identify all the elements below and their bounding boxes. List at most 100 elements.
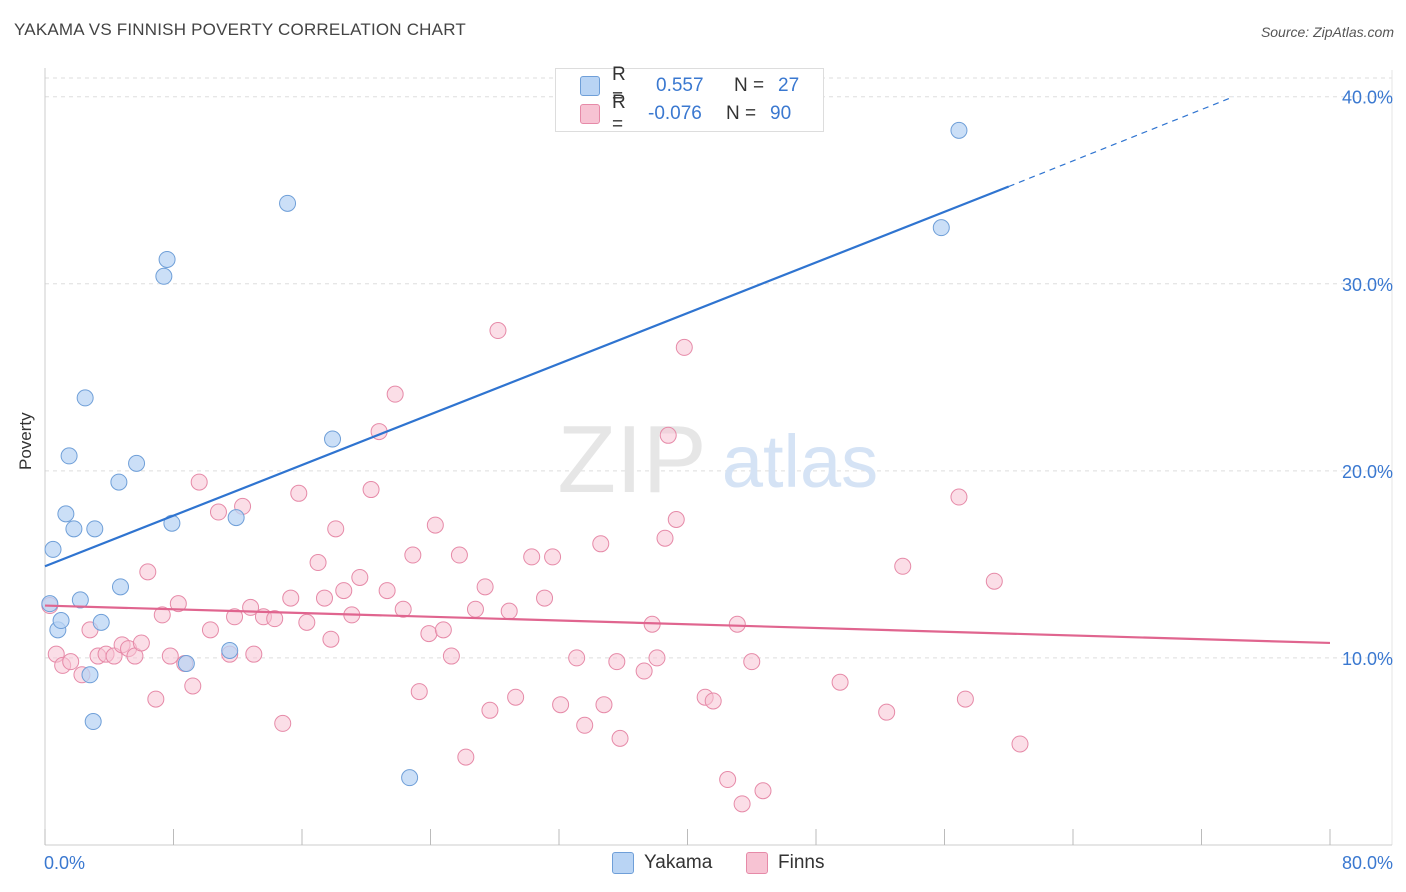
y-tick-label: 20.0%: [1342, 462, 1393, 482]
finns-point: [611, 729, 629, 747]
yakama-point: [128, 454, 146, 472]
yakama-point: [86, 520, 104, 538]
finns-point: [226, 608, 244, 626]
finns-point: [576, 716, 594, 734]
yakama-point: [44, 540, 62, 558]
finns-point: [878, 703, 896, 721]
yakama-point: [76, 389, 94, 407]
finns-points: [41, 322, 1029, 813]
legend-row-finns: R = -0.076 N = 90: [556, 92, 792, 135]
yakama-point: [110, 473, 128, 491]
finns-point: [420, 625, 438, 643]
y-tick-label: 10.0%: [1342, 649, 1393, 669]
finns-point: [985, 572, 1003, 590]
finns-point: [266, 610, 284, 628]
finns-point: [62, 653, 80, 671]
finns-point: [386, 385, 404, 403]
y-tick-label: 30.0%: [1342, 275, 1393, 295]
finns-point: [184, 677, 202, 695]
finns-point: [201, 621, 219, 639]
finns-point: [754, 782, 772, 800]
finns-point: [500, 602, 518, 620]
yakama-point: [950, 121, 968, 139]
finns-point: [592, 535, 610, 553]
finns-swatch: [746, 852, 768, 874]
finns-point: [139, 563, 157, 581]
finns-point: [507, 688, 525, 706]
tick-labels: 10.0% 20.0% 30.0% 40.0% 0.0% 80.0%: [44, 88, 1393, 873]
yakama-point: [92, 613, 110, 631]
yakama-point: [60, 447, 78, 465]
watermark-zip: ZIP: [557, 406, 706, 513]
finns-point: [659, 426, 677, 444]
finns-point: [442, 647, 460, 665]
finns-point: [466, 600, 484, 618]
finns-point: [209, 503, 227, 521]
finns-point: [552, 696, 570, 714]
r-value: 0.557: [656, 75, 704, 96]
finns-point: [161, 647, 179, 665]
legend-label-yakama: Yakama: [644, 852, 713, 873]
yakama-point: [81, 666, 99, 684]
yakama-point: [155, 267, 173, 285]
trend-lines: [44, 96, 1331, 645]
yakama-point: [57, 505, 75, 523]
watermark-atlas: atlas: [722, 420, 878, 503]
r-label: R =: [612, 92, 626, 135]
finns-point: [274, 714, 292, 732]
finns-swatch: [580, 104, 600, 124]
finns-point: [362, 481, 380, 499]
yakama-trend-extension: [1008, 96, 1234, 188]
finns-point: [450, 546, 468, 564]
finns-point: [457, 748, 475, 766]
gridlines: [45, 70, 1393, 845]
finns-point: [426, 516, 444, 534]
n-label: N =: [726, 103, 757, 124]
finns-point: [595, 696, 613, 714]
finns-point: [476, 578, 494, 596]
legend-label-finns: Finns: [778, 852, 825, 873]
finns-point: [608, 653, 626, 671]
finns-point: [831, 673, 849, 691]
yakama-point: [111, 578, 129, 596]
finns-point: [667, 510, 685, 528]
finns-point: [132, 634, 150, 652]
finns-point: [523, 548, 541, 566]
finns-point: [536, 589, 554, 607]
finns-point: [309, 554, 327, 572]
yakama-point: [324, 430, 342, 448]
finns-point: [322, 630, 340, 648]
finns-point: [950, 488, 968, 506]
finns-point: [648, 649, 666, 667]
finns-point: [568, 649, 586, 667]
yakama-swatch: [580, 76, 600, 96]
yakama-point: [279, 194, 297, 212]
finns-point: [719, 771, 737, 789]
finns-point: [733, 795, 751, 813]
n-value: 27: [778, 75, 800, 96]
y-tick-label: 40.0%: [1342, 88, 1393, 108]
legend-item-yakama[interactable]: Yakama: [612, 852, 712, 874]
finns-point: [410, 683, 428, 701]
finns-point: [190, 473, 208, 491]
n-value: 90: [770, 103, 792, 124]
legend-item-finns[interactable]: Finns: [746, 852, 824, 874]
yakama-point: [177, 655, 195, 673]
yakama-point: [227, 509, 245, 527]
finns-point: [728, 615, 746, 633]
r-label: R =: [612, 64, 626, 107]
finns-point: [1011, 735, 1029, 753]
legend-row-yakama: R = 0.557 N = 27: [556, 64, 800, 107]
source-label: Source: ZipAtlas.com: [1260, 24, 1394, 40]
finns-point: [656, 529, 674, 547]
axes: [44, 68, 1392, 846]
finns-point: [544, 548, 562, 566]
yakama-point: [932, 219, 950, 237]
y-axis-label: Poverty: [16, 412, 35, 470]
finns-trend-line: [44, 604, 1331, 645]
yakama-point: [158, 250, 176, 268]
finns-point: [298, 613, 316, 631]
finns-point: [351, 568, 369, 586]
finns-point: [675, 338, 693, 356]
